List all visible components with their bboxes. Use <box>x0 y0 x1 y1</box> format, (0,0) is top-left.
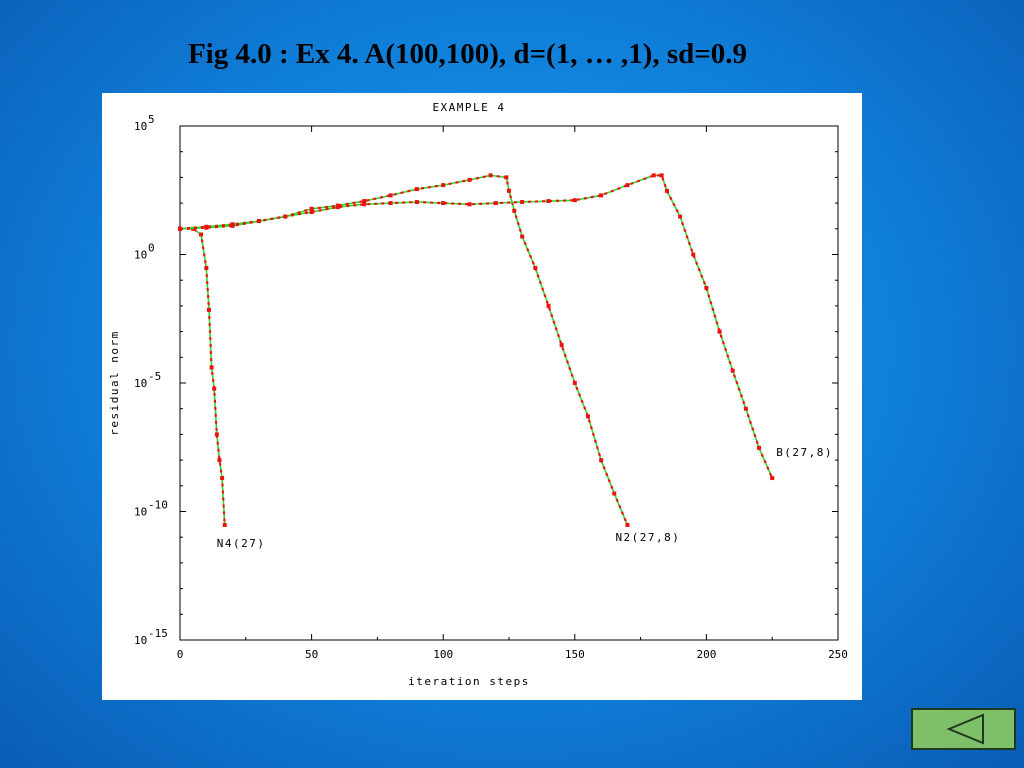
data-point <box>559 343 564 348</box>
series-line-0 <box>180 228 226 525</box>
y-tick-exponent: -5 <box>148 370 161 383</box>
convergence-chart: EXAMPLE 40 50 100 150 200 25010510010-510-101… <box>108 101 848 688</box>
x-tick-label: 250 <box>828 648 848 661</box>
data-point <box>770 476 775 481</box>
y-tick-label: 10 <box>134 120 147 133</box>
x-tick-label: 200 <box>696 648 716 661</box>
x-tick-label: 150 <box>565 648 585 661</box>
data-point <box>585 414 590 419</box>
x-axis-label: iteration steps <box>408 675 530 688</box>
data-point <box>599 193 604 198</box>
data-point <box>206 307 211 312</box>
data-point <box>546 199 551 204</box>
back-button[interactable] <box>911 708 1016 750</box>
data-point <box>651 173 656 178</box>
data-point <box>488 173 493 178</box>
series-label: N4(27) <box>217 537 266 550</box>
data-point <box>599 458 604 463</box>
data-point <box>467 202 472 207</box>
data-point <box>691 252 696 257</box>
data-point <box>504 175 509 180</box>
data-point <box>704 285 709 290</box>
data-point <box>441 183 446 188</box>
data-point <box>730 368 735 373</box>
data-point <box>520 234 525 239</box>
series-label: B(27,8) <box>776 446 833 459</box>
data-point <box>717 329 722 334</box>
data-point <box>309 206 314 211</box>
series-trail-2 <box>179 174 774 479</box>
data-point <box>283 214 288 219</box>
data-point <box>199 232 204 237</box>
data-point <box>743 406 748 411</box>
chart-panel: EXAMPLE 4 0 50 100 150 200 250 10 5 10 0 10 -5 10 -10 1… <box>102 93 862 700</box>
data-point <box>209 365 214 370</box>
data-point <box>512 208 517 213</box>
data-point <box>414 200 419 205</box>
series-trail-1 <box>179 174 629 526</box>
data-point <box>546 303 551 308</box>
data-point <box>612 491 617 496</box>
data-point <box>220 476 225 481</box>
data-point <box>178 226 182 231</box>
data-point <box>214 432 219 437</box>
series-trail-0 <box>180 227 226 525</box>
x-tick-label: 50 <box>305 648 318 661</box>
data-point <box>533 265 538 270</box>
data-point <box>217 458 222 463</box>
data-point <box>625 522 630 527</box>
y-tick-exponent: -15 <box>148 627 168 640</box>
data-point <box>659 173 664 178</box>
data-point <box>388 201 393 206</box>
data-point <box>388 193 393 198</box>
data-point <box>493 201 498 206</box>
series-line-1 <box>179 174 629 526</box>
data-point <box>204 265 209 270</box>
x-tick-label: 100 <box>433 648 453 661</box>
data-point <box>664 188 669 193</box>
data-point <box>362 199 367 204</box>
slide-title: Fig 4.0 : Ex 4. A(100,100), d=(1, … ,1),… <box>187 38 748 70</box>
y-tick-exponent: 0 <box>148 242 155 255</box>
y-tick-label: 10 <box>134 377 147 390</box>
series-label: N2(27,8) <box>615 531 680 544</box>
y-tick-exponent: -10 <box>148 499 168 512</box>
data-point <box>572 198 577 203</box>
data-point <box>362 202 367 207</box>
data-point <box>572 381 577 385</box>
data-point <box>230 222 235 227</box>
data-point <box>256 219 261 224</box>
data-point <box>520 200 525 205</box>
data-point <box>467 177 472 182</box>
data-point <box>507 188 511 193</box>
y-tick-label: 10 <box>134 249 147 262</box>
data-point <box>414 187 419 192</box>
data-point <box>678 214 683 219</box>
y-tick-label: 10 <box>134 634 147 647</box>
data-point <box>441 201 446 206</box>
series-line-2 <box>179 174 773 479</box>
y-axis-label: residual norm <box>108 330 121 436</box>
triangle-left-icon <box>946 713 984 745</box>
data-point <box>212 386 217 391</box>
x-tick-label: 0 <box>177 648 184 661</box>
data-point <box>625 183 630 188</box>
data-point <box>204 224 209 229</box>
y-tick-label: 10 <box>134 506 147 519</box>
chart-title: EXAMPLE 4 <box>432 101 505 114</box>
data-point <box>222 522 227 527</box>
data-point <box>335 205 340 210</box>
data-point <box>309 210 314 215</box>
data-point <box>757 445 762 450</box>
y-tick-exponent: 5 <box>148 113 155 126</box>
